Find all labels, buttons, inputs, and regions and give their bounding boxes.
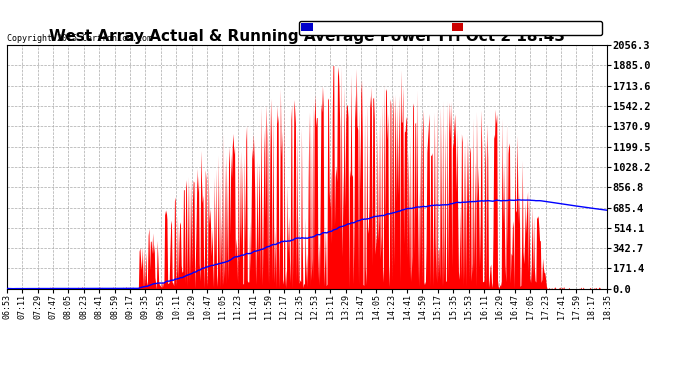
Title: West Array Actual & Running Average Power Fri Oct 2 18:43: West Array Actual & Running Average Powe…	[49, 29, 565, 44]
Text: Copyright 2015 Cartronics.com: Copyright 2015 Cartronics.com	[7, 34, 152, 43]
Legend: Average  (DC Watts), West Array  (DC Watts): Average (DC Watts), West Array (DC Watts…	[299, 21, 602, 34]
